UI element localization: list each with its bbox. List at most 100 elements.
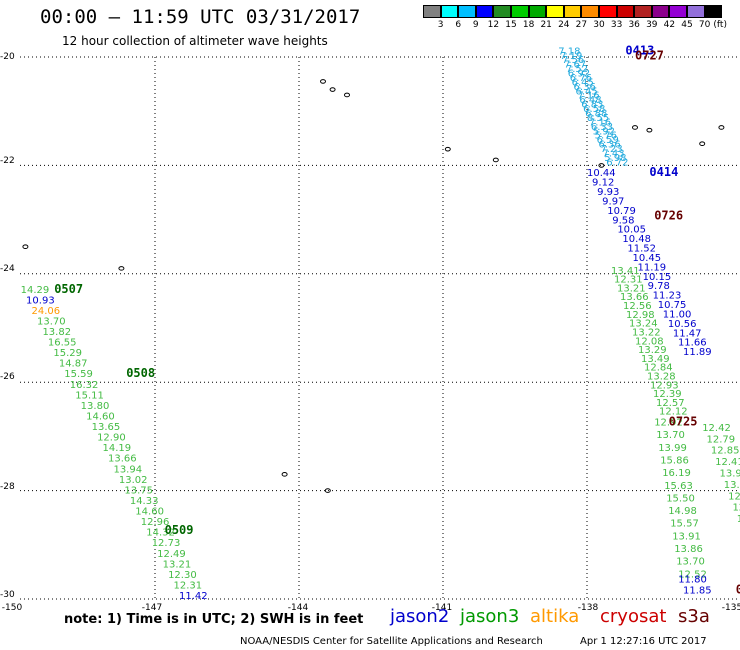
scale-label-8: 27 [575, 20, 588, 30]
wave-height-value: 13.94 [113, 464, 142, 475]
lon-label-141: -141 [431, 603, 453, 613]
pass-label: 0509 [165, 523, 194, 537]
island-outline [632, 125, 638, 130]
scale-label-0: 3 [437, 20, 444, 30]
wave-height-value: 13.70 [676, 557, 705, 568]
wave-height-value: 13.65 [92, 422, 121, 433]
wave-height-value: 12.93 [650, 380, 679, 391]
wave-height-value: 7.56 [562, 55, 584, 66]
wave-height-value: 11.23 [653, 291, 682, 302]
lat-label-20: -20 [0, 52, 15, 62]
wave-height-value: 12.49 [157, 549, 186, 560]
wave-height-value: 12.85 [711, 446, 740, 457]
wave-height-value: 7.18 [558, 46, 580, 57]
wave-height-value: 7.23 [600, 144, 622, 155]
wave-height-value: 11.42 [179, 591, 208, 602]
wave-height-value: 6.33 [591, 122, 613, 133]
scale-label-7: 24 [558, 20, 570, 30]
island-outline [281, 472, 288, 477]
wave-height-value: 13.23 [724, 480, 740, 491]
wave-height-value: 11.80 [678, 575, 707, 586]
wave-height-value: 12.92 [654, 418, 683, 429]
wave-height-value: 11.89 [683, 347, 712, 358]
wave-height-value: 10.56 [668, 319, 697, 330]
wave-height-value: 12.90 [97, 433, 126, 444]
wave-height-value: 14.60 [135, 507, 164, 518]
wave-height-value: 10.44 [587, 168, 616, 179]
wave-height-value: 11.00 [663, 309, 692, 320]
wave-height-value: 15.50 [666, 493, 695, 504]
scale-label-10: 33 [610, 20, 623, 30]
wave-height-value: 6.45 [572, 77, 594, 88]
wave-height-value: 13.94 [719, 469, 740, 480]
wave-height-value: 10.05 [617, 225, 646, 236]
swatch-4 [493, 5, 511, 18]
wave-height-value: 14.98 [668, 506, 697, 517]
wave-height-value: 8.55 [587, 113, 609, 124]
swatch-16 [704, 5, 723, 18]
island-outline [646, 127, 653, 133]
pass-label: 0725 [669, 415, 698, 429]
lon-label-150: -150 [1, 603, 23, 613]
wave-height-value: 6.59 [597, 135, 619, 146]
wave-height-value: 13.28 [647, 371, 676, 382]
wave-height-value: 13.02 [119, 475, 148, 486]
sat-jason2: jason2 [390, 606, 450, 627]
wave-height-value: 13.66 [620, 292, 649, 303]
island-outline [699, 141, 706, 147]
timestamp-text: Apr 1 12:27:16 UTC 2017 [580, 636, 707, 647]
wave-height-value: 12.00 [728, 491, 740, 502]
wave-height-value: 13.99 [658, 443, 687, 454]
wave-height-value: 11.85 [683, 586, 712, 597]
lat-label-24: -24 [0, 264, 15, 274]
wave-height-value: 12.42 [702, 423, 731, 434]
sat-jason3: jason3 [460, 606, 520, 627]
wave-height-value: 6.83 [581, 100, 603, 111]
wave-height-value: 15.86 [660, 456, 689, 467]
wave-height-value: 16.19 [662, 468, 691, 479]
wave-height-value: 12.84 [644, 363, 673, 374]
wave-height-value: 12.31 [614, 275, 643, 286]
wave-height-value: 13.24 [629, 319, 658, 330]
map-plot-area[interactable]: 7.18 7.19 7.56 7.67 7.52 6.92 6.76 6.45 6.36 6.45… [20, 43, 740, 602]
swatch-1 [440, 5, 459, 18]
swatch-8 [563, 5, 582, 18]
wave-height-value: 14.19 [103, 443, 132, 454]
scale-label-13: 42 [663, 20, 676, 30]
swatch-0 [423, 5, 441, 18]
wave-height-value: 11.19 [638, 262, 667, 273]
chart-subtitle: 12 hour collection of altimeter wave hei… [62, 34, 328, 48]
island-outline [329, 87, 336, 92]
color-swatches [423, 5, 723, 18]
wave-height-value: 10.93 [26, 295, 55, 306]
wave-height-value: 12.12 [659, 407, 688, 418]
wave-height-value: 12.96 [141, 517, 170, 528]
wave-height-value: 12.31 [174, 580, 203, 591]
wave-height-value: 11.52 [627, 244, 656, 255]
wave-height-value: 6.36 [599, 140, 621, 151]
pass-label: 0507 [54, 282, 83, 296]
pass-label: 0726 [654, 209, 683, 223]
wave-height-value: 16.55 [48, 338, 77, 349]
wave-height-value: 14.32 [146, 528, 175, 539]
lon-label-147: -147 [141, 603, 163, 613]
wave-height-value: 11.66 [678, 338, 707, 349]
lat-label-26: -26 [0, 372, 15, 382]
wave-height-value: 12.39 [653, 389, 682, 400]
lat-label-30: -30 [0, 590, 15, 600]
swatch-12 [634, 5, 652, 18]
wave-height-value: 9.78 [648, 281, 670, 292]
sat-altika: altika [530, 606, 580, 627]
scale-label-5: 18 [522, 20, 535, 30]
lon-label-144: -144 [287, 603, 309, 613]
wave-height-value: 12.56 [623, 301, 652, 312]
island-outline [344, 92, 350, 98]
wave-height-value: 6.92 [568, 69, 590, 80]
color-scale-legend: 3 6 9 12 15 18 21 24 27 30 33 36 39 42 45 70 (ft) [423, 5, 727, 32]
sat-cryosat: cryosat [600, 606, 667, 627]
chart-title: 00:00 — 11:59 UTC 03/31/2017 [40, 6, 361, 28]
wave-height-value: 7.43 [602, 149, 624, 160]
color-scale-ticks: 3 6 9 12 15 18 21 24 27 30 33 36 39 42 45 70 (ft) [423, 18, 727, 32]
swatch-3 [475, 5, 494, 18]
island-outline [118, 266, 125, 271]
